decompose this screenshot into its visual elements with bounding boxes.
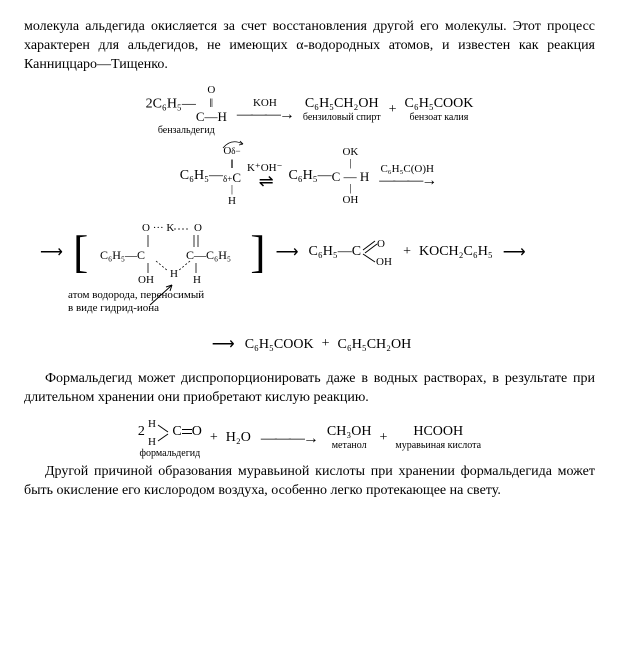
svg-text:C—C₆H₅: C—C₆H₅ — [186, 248, 231, 262]
benzaldehyde: 2C₆H₅— O ‖ C—H бензальдегид — [146, 85, 227, 136]
reaction-scheme-3: ⟶ [ C₆H₅—C C—C₆H₅ O ··· K O OH — [24, 217, 595, 313]
reaction-scheme-1: 2C₆H₅— O ‖ C—H бензальдегид KOH ———→ C₆H… — [24, 85, 595, 136]
paragraph-2: Формальдегид может диспропорционировать … — [24, 370, 595, 408]
paragraph-3: Другой причиной образования муравьиной к… — [24, 463, 595, 501]
transition-state-structure: C₆H₅—C C—C₆H₅ O ··· K O OH H — [94, 217, 244, 287]
plus-sign-3: + — [320, 335, 332, 354]
plus-sign-2: + — [401, 243, 413, 262]
alkoxide-intermediate: C₆H₅— OK | C — H | OH — [288, 147, 369, 207]
paragraph-1: молекула альдегида окисляется за счет во… — [24, 18, 595, 75]
methanol: CH₃OH метанол — [327, 425, 372, 451]
benzyl-alcohol-caption: бензиловый спирт — [303, 113, 381, 123]
formic-acid-caption: муравьиная кислота — [395, 441, 481, 451]
continuation-arrow-3: ⟶ — [208, 334, 239, 356]
plus-sign-4: + — [208, 429, 220, 448]
polarized-aldehyde: C₆H₅— Oδ− ‖ δ+C | H — [180, 146, 241, 208]
potassium-benzoate: C₆H₅COOK бензоат калия — [405, 97, 474, 123]
formaldehyde-caption: формальдегид — [140, 449, 201, 459]
formaldehyde: 2 H H CO формальдегид — [138, 417, 202, 459]
reaction-arrow-3: ⟶ — [272, 242, 303, 264]
continuation-arrow-2: ⟶ — [499, 242, 530, 264]
potassium-benzyloxide: KOCH₂C₆H₅ — [419, 245, 493, 259]
benzoic-acid: C₆H₅—C O OH — [309, 238, 396, 266]
reaction-scheme-5: 2 H H CO формальдегид + H₂O ———→ CH₃OH м… — [24, 417, 595, 459]
note-arrow-icon — [146, 283, 186, 307]
reaction-scheme-4: ⟶ C₆H₅COOK + C₆H₅CH₂OH — [24, 324, 595, 366]
svg-text:H: H — [148, 436, 156, 447]
reaction-arrow-5: ———→ — [257, 428, 321, 450]
svg-text:H: H — [148, 418, 156, 430]
water: H₂O — [226, 431, 251, 445]
svg-text:O: O — [377, 238, 385, 250]
product-cook: C₆H₅COOK — [245, 338, 314, 352]
reaction-arrow: KOH ———→ — [233, 98, 297, 123]
coeff-2: 2 — [138, 425, 145, 439]
plus-sign-5: + — [377, 429, 389, 448]
svg-text:H: H — [170, 268, 178, 280]
bracket-left-icon: [ — [73, 234, 88, 271]
potassium-benzoate-caption: бензоат калия — [410, 113, 469, 123]
continuation-arrow: ⟶ — [36, 242, 67, 264]
svg-text:O ··· K: O ··· K — [142, 222, 174, 234]
svg-text:C₆H₅—C: C₆H₅—C — [100, 248, 145, 262]
reaction-arrow-2: C₆H₅C(O)H ———→ — [375, 164, 439, 189]
coeff-prefix: 2C₆H₅ — [146, 96, 182, 111]
formic-acid: HCOOH муравьиная кислота — [395, 425, 481, 451]
product-ch2oh: C₆H₅CH₂OH — [337, 338, 411, 352]
reaction-scheme-2: C₆H₅— Oδ− ‖ δ+C | H K⁺OH⁻ ⇌ — [24, 146, 595, 208]
methanol-caption: метанол — [332, 441, 367, 451]
svg-text:H: H — [193, 274, 201, 286]
plus-sign: + — [387, 101, 399, 120]
benzyl-alcohol: C₆H₅CH₂OH бензиловый спирт — [303, 97, 381, 123]
benzaldehyde-caption: бензальдегид — [158, 126, 215, 136]
equilibrium-arrow: K⁺OH⁻ ⇌ — [247, 163, 282, 190]
bracket-right-icon: ] — [250, 234, 265, 271]
transition-state: C₆H₅—C C—C₆H₅ O ··· K O OH H — [94, 217, 244, 287]
curved-arrow-icon — [219, 138, 249, 150]
svg-text:OH: OH — [376, 256, 392, 266]
svg-text:O: O — [194, 222, 202, 234]
